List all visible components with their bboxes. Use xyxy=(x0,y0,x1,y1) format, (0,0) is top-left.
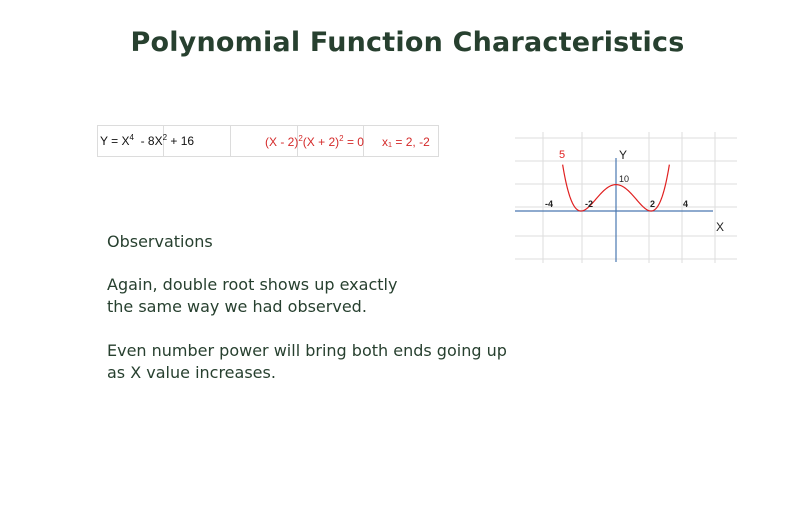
polynomial-curve xyxy=(562,164,670,212)
eq-main-suffix: + 16 xyxy=(167,134,195,148)
observations-heading: Observations xyxy=(107,232,213,251)
graph-svg: 5 Y 10 -4 -2 2 4 X xyxy=(515,132,737,263)
eq-main-exp2: 2 xyxy=(162,133,168,142)
eq-factor-part1: (X - 2) xyxy=(265,135,299,149)
graph-grid xyxy=(515,132,737,263)
strip-gridline xyxy=(438,125,439,157)
equation-strip: Y = X4 - 8X2 + 16 (X - 2)2(X + 2)2 = 0 x… xyxy=(97,125,439,157)
eq-factor-exp1: 2 xyxy=(298,134,303,143)
strip-gridline xyxy=(163,125,164,157)
y-tick-label-10: 10 xyxy=(619,174,629,184)
strip-gridline xyxy=(230,125,231,157)
observation-1-line-1: Again, double root shows up exactly xyxy=(107,275,398,294)
eq-factor-part2: (X + 2) xyxy=(302,135,340,149)
eq-factor-exp2: 2 xyxy=(339,134,344,143)
x-tick-label-neg2: -2 xyxy=(585,199,593,209)
strip-gridline xyxy=(97,125,439,126)
observation-1-line-2: the same way we had observed. xyxy=(107,297,367,316)
polynomial-graph: 5 Y 10 -4 -2 2 4 X xyxy=(510,127,745,267)
eq-main-mid: - 8X xyxy=(133,134,163,148)
strip-gridline xyxy=(363,125,364,157)
x-tick-label-2: 2 xyxy=(650,199,655,209)
x-tick-label-4: 4 xyxy=(683,199,688,209)
slide-title: Polynomial Function Characteristics xyxy=(130,27,685,58)
observation-2-line-1: Even number power will bring both ends g… xyxy=(107,341,507,360)
y-axis-label: Y xyxy=(619,148,627,162)
strip-gridline xyxy=(97,156,439,157)
roots-text: x₁ = 2, -2 xyxy=(382,135,430,149)
strip-gridline xyxy=(297,125,298,157)
observation-2-line-2: as X value increases. xyxy=(107,363,276,382)
curve-label: 5 xyxy=(559,149,565,161)
polynomial-equation: Y = X4 - 8X2 + 16 xyxy=(100,133,195,149)
eq-main-prefix: Y = X xyxy=(100,134,130,148)
factored-equation: (X - 2)2(X + 2)2 = 0 xyxy=(265,134,364,150)
eq-factor-part3: = 0 xyxy=(343,135,364,149)
x-tick-label-neg4: -4 xyxy=(545,199,553,209)
strip-gridline xyxy=(97,125,98,157)
x-axis-label: X xyxy=(716,220,724,234)
eq-main-exp1: 4 xyxy=(129,133,134,142)
